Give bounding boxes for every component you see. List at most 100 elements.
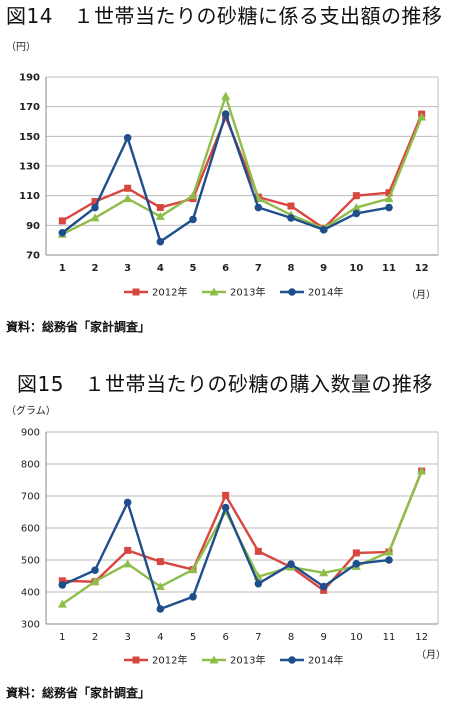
y-tick-label: 600	[21, 524, 40, 535]
data-point	[417, 466, 427, 475]
series-line	[61, 95, 423, 236]
data-point	[287, 560, 295, 568]
x-tick-label: 10	[350, 632, 363, 643]
data-point	[385, 556, 393, 564]
data-point	[254, 547, 262, 555]
y-axis-unit: （円）	[6, 41, 36, 53]
x-tick-label: 6	[222, 632, 228, 643]
data-point	[91, 198, 99, 206]
series-2013年	[57, 466, 427, 608]
y-tick-label: 400	[21, 588, 40, 599]
x-tick-label: 11	[383, 632, 396, 643]
data-point	[352, 560, 361, 568]
series-line	[62, 470, 423, 592]
data-point	[254, 579, 263, 588]
x-tick-label: 12	[415, 632, 428, 643]
y-tick-label: 170	[19, 102, 40, 113]
x-axis-unit: （月）	[416, 649, 446, 661]
series-line	[61, 470, 423, 606]
data-point	[123, 498, 132, 507]
legend-label: 2012年	[152, 286, 187, 299]
series-line	[61, 501, 390, 611]
x-tick-label: 9	[320, 632, 326, 643]
data-point	[189, 215, 197, 224]
legend-marker	[288, 656, 296, 664]
data-point	[385, 189, 393, 197]
data-point	[188, 565, 198, 574]
data-point	[123, 194, 133, 203]
data-point	[124, 184, 132, 192]
x-tick-label: 7	[255, 632, 261, 643]
x-tick-label: 3	[124, 632, 130, 643]
legend: 2012年 2013年 2014年	[124, 286, 343, 299]
data-point	[352, 192, 360, 200]
series-line	[61, 113, 423, 230]
y-tick-label: 70	[26, 251, 40, 262]
data-point	[156, 558, 164, 566]
x-tick-label: 8	[288, 263, 295, 274]
x-tick-label: 3	[124, 263, 131, 274]
data-point	[123, 559, 133, 568]
legend-marker	[209, 655, 219, 664]
source-note: 資料：総務省「家計調査」	[6, 320, 151, 334]
data-point	[417, 112, 427, 121]
source-note: 資料：総務省「家計調査」	[6, 686, 151, 700]
y-tick-label: 150	[19, 132, 40, 143]
x-tick-label: 4	[157, 263, 164, 274]
data-point	[287, 202, 295, 210]
data-point	[58, 217, 66, 225]
data-point	[90, 213, 100, 222]
data-point	[57, 599, 67, 608]
legend-marker	[132, 656, 140, 664]
series-line	[61, 112, 390, 243]
chart-title: 図14 １世帯当たりの砂糖に係る支出額の推移	[6, 4, 443, 28]
data-point	[222, 491, 230, 499]
series-2014年	[58, 498, 393, 613]
legend-label: 2014年	[308, 654, 343, 667]
data-point	[155, 582, 165, 591]
x-tick-label: 6	[222, 263, 229, 274]
x-tick-label: 8	[288, 632, 294, 643]
y-tick-label: 700	[21, 492, 40, 503]
y-tick-label: 110	[19, 191, 40, 202]
figure-14: 図14 １世帯当たりの砂糖に係る支出額の推移 （円） 70 90 110 130 150 1…	[0, 0, 450, 345]
data-point	[58, 228, 67, 237]
data-point	[156, 605, 165, 613]
data-point	[319, 225, 328, 234]
x-axis-unit: （月）	[406, 289, 436, 301]
y-tick-label: 190	[19, 73, 40, 84]
y-tick-label: 500	[21, 556, 40, 567]
data-point	[188, 191, 198, 200]
legend: 2012年 2013年 2014年	[124, 654, 343, 667]
legend-marker	[288, 288, 296, 296]
legend-label: 2013年	[230, 286, 265, 299]
data-point	[352, 209, 361, 218]
figure-15: 図15 １世帯当たりの砂糖の購入数量の推移 （グラム） 300 400 500 600 7…	[0, 362, 450, 701]
legend-label: 2013年	[230, 654, 265, 667]
y-axis-unit: （グラム）	[6, 404, 56, 417]
series-2014年	[58, 110, 393, 246]
series-2012年	[58, 110, 426, 232]
legend-marker	[209, 287, 219, 296]
y-tick-label: 800	[21, 460, 40, 471]
data-point	[319, 582, 328, 591]
x-tick-label: 10	[349, 263, 363, 274]
data-point	[155, 211, 165, 220]
chart-title: 図15 １世帯当たりの砂糖の購入数量の推移	[17, 372, 433, 396]
x-tick-label: 5	[190, 632, 196, 643]
y-tick-label: 900	[21, 428, 40, 439]
x-tick-label: 5	[190, 263, 197, 274]
series-2013年	[57, 91, 427, 238]
data-point	[189, 593, 197, 601]
data-point	[351, 203, 361, 212]
x-tick-label: 12	[415, 263, 429, 274]
y-tick-label: 130	[19, 162, 40, 173]
data-point	[124, 546, 132, 554]
data-point	[287, 214, 295, 222]
data-point	[384, 547, 394, 556]
data-point	[221, 91, 231, 100]
data-point	[156, 237, 165, 246]
x-tick-label: 1	[59, 263, 66, 274]
y-tick-label: 300	[21, 620, 40, 631]
